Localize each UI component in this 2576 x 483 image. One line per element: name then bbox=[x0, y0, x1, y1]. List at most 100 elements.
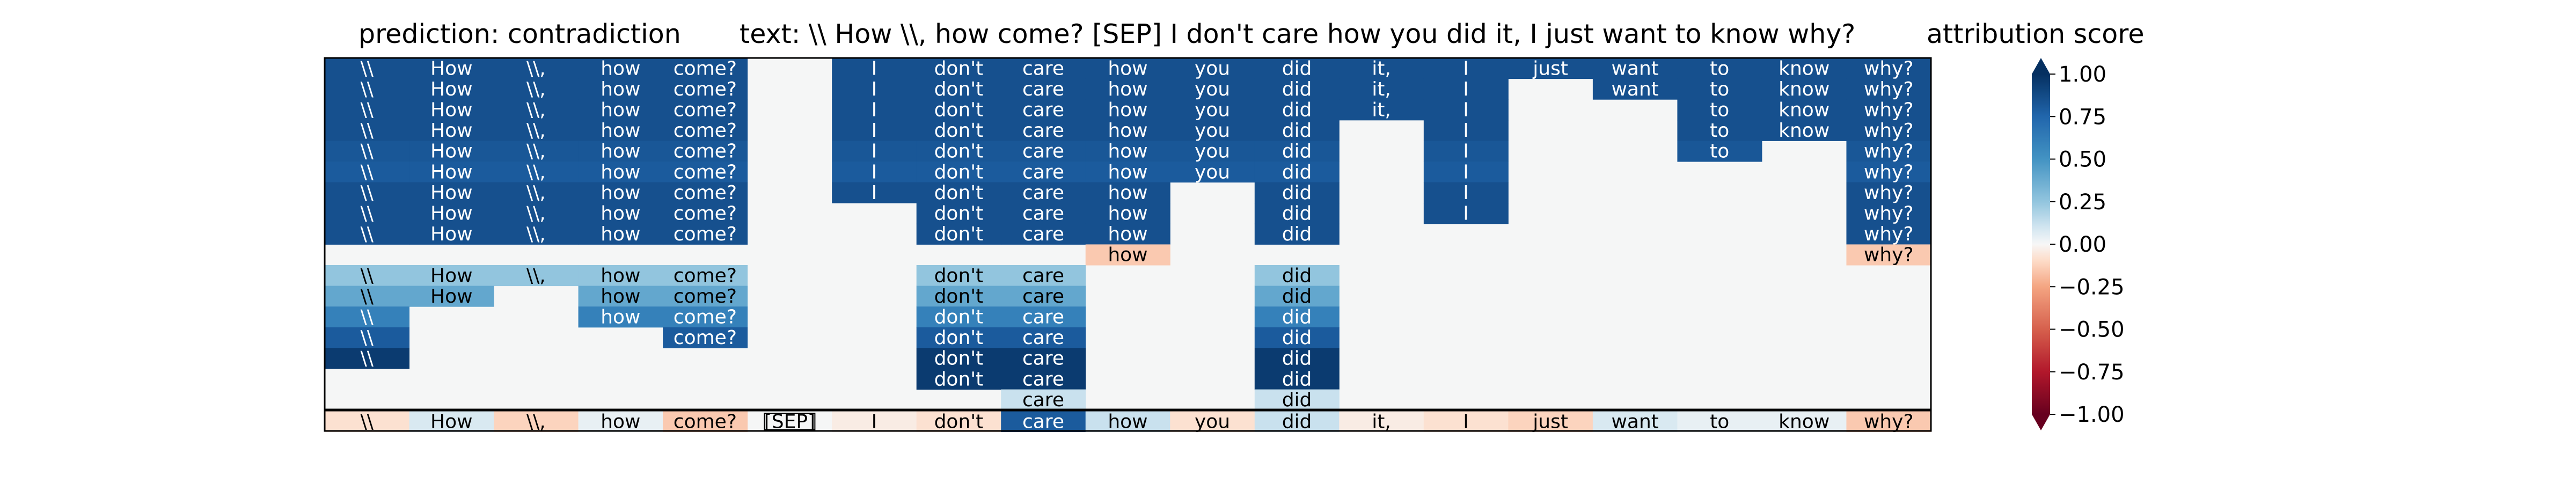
heatmap-cell bbox=[832, 78, 917, 100]
heatmap-cell bbox=[325, 203, 410, 224]
cell-token-label: how bbox=[1108, 203, 1147, 225]
colorbar-tick-label: −0.50 bbox=[2059, 318, 2125, 342]
cell-token-label: how bbox=[601, 411, 640, 433]
heatmap-cell bbox=[578, 162, 663, 183]
cell-token-label: want bbox=[1611, 78, 1658, 100]
prediction-title: prediction: contradiction bbox=[358, 19, 681, 49]
cell-token-label: how bbox=[1108, 182, 1147, 204]
heatmap-cell bbox=[325, 78, 410, 100]
heatmap-cell bbox=[1846, 411, 1931, 433]
cell-token-label: why? bbox=[1864, 57, 1914, 79]
heatmap-cell bbox=[1423, 99, 1509, 121]
heatmap-cell bbox=[1001, 369, 1086, 390]
cell-token-label: did bbox=[1282, 223, 1312, 245]
cell-token-label: come? bbox=[674, 265, 737, 287]
cell-token-label: I bbox=[872, 182, 877, 204]
cell-token-label: it, bbox=[1372, 57, 1391, 79]
heatmap-cell bbox=[663, 203, 748, 224]
heatmap-cell bbox=[1254, 58, 1340, 79]
cell-token-label: I bbox=[1463, 57, 1469, 79]
heatmap-cell bbox=[578, 223, 663, 245]
cell-token-label: how bbox=[1108, 99, 1147, 121]
cell-token-label: How bbox=[430, 203, 473, 225]
colorbar-tick-label: 0.75 bbox=[2059, 105, 2106, 129]
colorbar: −1.00 −0.75 −0.50 −0.25 0.00 0.25 0.50 0.75 1.00 bbox=[2032, 58, 2125, 430]
cell-token-label: \\, bbox=[526, 120, 546, 142]
heatmap-cell bbox=[663, 265, 748, 287]
heatmap-cell bbox=[1761, 411, 1847, 433]
cell-token-label: don't bbox=[934, 286, 984, 308]
cell-token-label: don't bbox=[934, 57, 984, 79]
heatmap-cell bbox=[1001, 348, 1086, 369]
heatmap-cell bbox=[1001, 182, 1086, 203]
heatmap-cell bbox=[1339, 411, 1424, 433]
cell-token-label: how bbox=[601, 286, 640, 308]
heatmap-cell bbox=[1085, 78, 1170, 100]
cell-token-label: don't bbox=[934, 182, 984, 204]
cell-token-label: why? bbox=[1864, 99, 1914, 121]
cell-token-label: [SEP] bbox=[764, 411, 815, 433]
heatmap-cell bbox=[1001, 162, 1086, 183]
cell-token-label: How bbox=[430, 161, 473, 183]
cell-token-label: did bbox=[1282, 161, 1312, 183]
heatmap-cell bbox=[1254, 286, 1340, 307]
heatmap-cell bbox=[1339, 99, 1424, 121]
cell-token-label: did bbox=[1282, 411, 1312, 433]
heatmap-cell bbox=[578, 120, 663, 141]
heatmap-cell bbox=[325, 223, 410, 245]
cell-token-label: How bbox=[430, 78, 473, 100]
heatmap-cell bbox=[916, 286, 1001, 307]
heatmap-cell bbox=[1761, 120, 1847, 141]
cell-token-label: I bbox=[1463, 161, 1469, 183]
cell-token-label: care bbox=[1022, 389, 1064, 411]
heatmap-cell bbox=[663, 411, 748, 433]
heatmap-cell bbox=[1001, 389, 1086, 411]
heatmap-cell bbox=[1423, 203, 1509, 224]
heatmap-cell bbox=[663, 141, 748, 162]
cell-token-label: \\, bbox=[526, 411, 546, 433]
heatmap-cell bbox=[663, 58, 748, 79]
heatmap-cell bbox=[1846, 78, 1931, 100]
heatmap-cell bbox=[1254, 369, 1340, 390]
heatmap-cell bbox=[1254, 223, 1340, 245]
cell-token-label: it, bbox=[1372, 78, 1391, 100]
cell-token-label: \\, bbox=[526, 141, 546, 163]
cell-token-label: how bbox=[1108, 141, 1147, 163]
heatmap-cell bbox=[1254, 120, 1340, 141]
heatmap-cell bbox=[1085, 58, 1170, 79]
cell-token-label: How bbox=[430, 141, 473, 163]
cell-token-label: want bbox=[1611, 57, 1658, 79]
heatmap-cell bbox=[409, 265, 494, 287]
heatmap-cell bbox=[1677, 99, 1762, 121]
text-title: text: \\ How \\, how come? [SEP] I don't… bbox=[740, 19, 1855, 49]
heatmap-cell bbox=[1508, 58, 1593, 79]
heatmap-cell bbox=[832, 182, 917, 203]
cell-token-label: how bbox=[1108, 120, 1147, 142]
cell-token-label: don't bbox=[934, 99, 984, 121]
cell-token-label: why? bbox=[1864, 411, 1914, 433]
heatmap-cell bbox=[1423, 78, 1509, 100]
cell-token-label: \\ bbox=[361, 286, 374, 308]
cell-token-label: don't bbox=[934, 348, 984, 370]
cell-token-label: don't bbox=[934, 141, 984, 163]
heatmap-cell bbox=[663, 223, 748, 245]
cell-token-label: to bbox=[1710, 78, 1729, 100]
heatmap-cell bbox=[916, 58, 1001, 79]
heatmap-cell bbox=[1170, 120, 1255, 141]
cell-token-label: don't bbox=[934, 78, 984, 100]
heatmap-cell bbox=[832, 162, 917, 183]
heatmap-cell bbox=[832, 141, 917, 162]
heatmap-cell bbox=[1085, 99, 1170, 121]
heatmap-cell bbox=[494, 162, 579, 183]
heatmap-cell bbox=[1423, 411, 1509, 433]
cell-token-label: come? bbox=[674, 57, 737, 79]
heatmap-cell bbox=[1001, 411, 1086, 433]
cell-token-label: I bbox=[1463, 120, 1469, 142]
cell-token-label: \\, bbox=[526, 99, 546, 121]
colorbar-tick-label: 0.25 bbox=[2059, 190, 2106, 215]
cell-token-label: don't bbox=[934, 306, 984, 328]
heatmap-cell bbox=[325, 182, 410, 203]
heatmap-cell bbox=[1677, 411, 1762, 433]
cell-token-label: come? bbox=[674, 306, 737, 328]
